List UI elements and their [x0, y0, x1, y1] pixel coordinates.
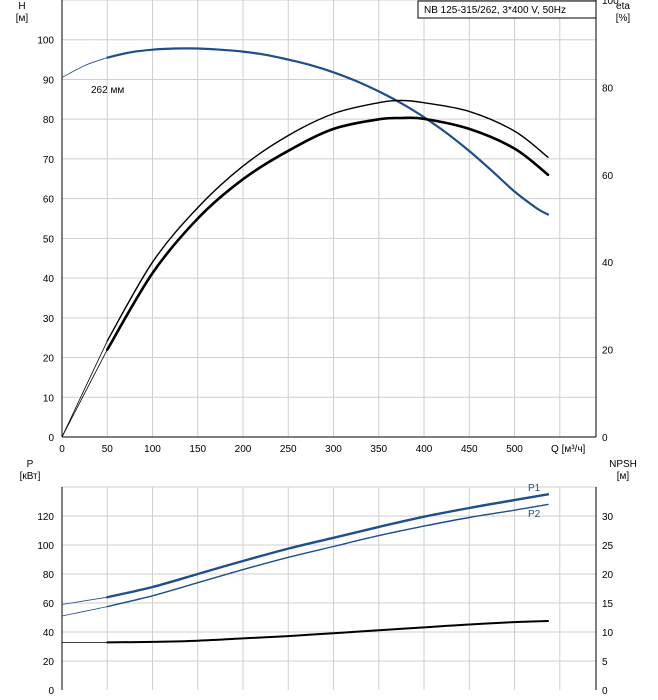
p2-label: P2	[528, 509, 541, 520]
npsh-tick-label: 25	[602, 541, 614, 552]
power-axis-title: P	[27, 459, 34, 470]
flow-tick-label: 350	[370, 444, 387, 455]
npsh-tick-label: 5	[602, 657, 608, 668]
head-tick-label: 0	[48, 433, 54, 444]
flow-tick-label: 100	[144, 444, 161, 455]
npsh-axis-unit: [м]	[617, 471, 630, 482]
eta-tick-label: 40	[602, 258, 614, 269]
efficiency-curve-outer	[106, 99, 549, 342]
head-curve	[106, 47, 550, 216]
npsh-tick-label: 15	[602, 599, 614, 610]
npsh-axis-title: NPSH	[609, 459, 637, 470]
npsh-tick-label: 30	[602, 512, 614, 523]
head-axis-unit: [м]	[16, 13, 29, 24]
power-tick-label: 60	[43, 599, 55, 610]
head-tick-label: 40	[43, 274, 55, 285]
head-tick-label: 90	[43, 75, 55, 86]
flow-tick-label: 250	[280, 444, 297, 455]
flow-tick-label: 0	[59, 444, 65, 455]
head-tick-label: 50	[43, 234, 55, 245]
npsh-tick-label: 10	[602, 628, 614, 639]
npsh-tick-label: 0	[602, 686, 608, 697]
flow-tick-label: 450	[461, 444, 478, 455]
flow-tick-label: 50	[102, 444, 114, 455]
p2-curve-extension	[61, 606, 108, 617]
eta-tick-label: 100	[602, 0, 619, 7]
eta-axis-title: eta	[616, 1, 630, 12]
head-tick-label: 80	[43, 115, 55, 126]
efficiency-curve-inner-extension	[61, 349, 108, 438]
flow-axis-title-q: Q	[551, 444, 559, 455]
efficiency-curve-inner	[106, 116, 550, 351]
head-tick-label: 60	[43, 195, 55, 206]
flow-tick-label: 400	[416, 444, 433, 455]
p1-curve-extension	[61, 596, 108, 605]
p1-label: P1	[528, 483, 541, 494]
flow-tick-label: 200	[235, 444, 252, 455]
head-tick-label: 20	[43, 354, 55, 365]
power-tick-label: 100	[37, 541, 54, 552]
flow-axis-title-unit: [м³/ч]	[562, 444, 586, 455]
p2-curve	[106, 503, 549, 608]
eta-tick-label: 0	[602, 433, 608, 444]
model-label-box	[417, 0, 597, 19]
power-tick-label: 80	[43, 570, 55, 581]
flow-axis-title: Q [м³/ч]	[551, 444, 586, 455]
power-tick-label: 40	[43, 628, 55, 639]
impeller-diameter-label: 262 мм	[91, 85, 124, 96]
eta-tick-label: 20	[602, 346, 614, 357]
bottom-grid	[62, 486, 596, 690]
head-axis-title: H	[18, 1, 25, 12]
flow-tick-label: 500	[506, 444, 523, 455]
curves	[61, 47, 550, 644]
head-curve-extension	[61, 57, 108, 78]
eta-axis-unit: [%]	[616, 13, 631, 24]
npsh-curve	[106, 620, 549, 644]
flow-tick-label: 150	[189, 444, 206, 455]
flow-tick-label: 300	[325, 444, 342, 455]
p1-curve	[106, 493, 550, 599]
power-axis-unit: [кВт]	[20, 471, 41, 482]
top-grid	[62, 0, 596, 437]
power-tick-label: 120	[37, 512, 54, 523]
head-tick-label: 30	[43, 314, 55, 325]
eta-tick-label: 80	[602, 83, 614, 94]
eta-tick-label: 60	[602, 171, 614, 182]
power-tick-label: 20	[43, 657, 55, 668]
head-tick-label: 10	[43, 393, 55, 404]
head-tick-label: 100	[37, 36, 54, 47]
head-tick-label: 70	[43, 155, 55, 166]
npsh-tick-label: 20	[602, 570, 614, 581]
model-label: NB 125-315/262, 3*400 V, 50Hz	[424, 5, 566, 16]
power-tick-label: 0	[48, 686, 54, 697]
efficiency-curve-outer-extension	[61, 340, 108, 438]
